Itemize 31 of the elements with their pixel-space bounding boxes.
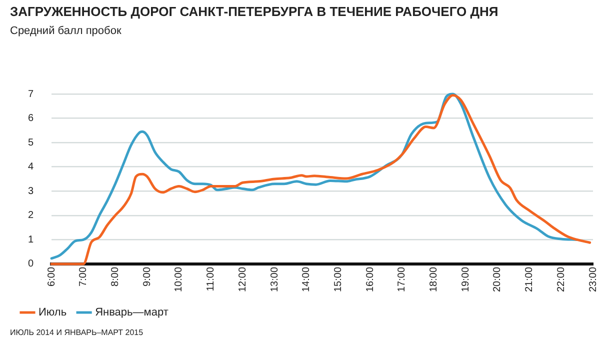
y-tick-label: 5 — [28, 137, 34, 148]
y-tick-label: 2 — [28, 210, 34, 222]
chart-title: ЗАГРУЖЕННОСТЬ ДОРОГ САНКТ-ПЕТЕРБУРГА В ТЕЧЕНИЕ РАБОЧЕГО ДНЯ — [10, 4, 498, 19]
x-tick-label: 9:00 — [142, 266, 153, 286]
y-tick-label: 0 — [28, 258, 34, 270]
x-tick-label: 17:00 — [396, 266, 408, 292]
y-axis-title: Средний балл пробок — [10, 25, 122, 37]
x-tick-label: 20:00 — [492, 266, 504, 292]
text: ИЮЛЬ 2014 И ЯНВАРЬ–МАРТ 2015 — [10, 328, 144, 337]
legend-label: Январь—март — [95, 306, 168, 319]
x-tick-label: 11:00 — [206, 266, 217, 292]
y-tick-label: 3 — [28, 186, 34, 197]
x-tick-label: 15:00 — [332, 266, 344, 292]
x-tick-label: 22:00 — [556, 266, 567, 292]
x-tick-label: 10:00 — [174, 266, 185, 292]
x-tick-label: 21:00 — [524, 266, 536, 292]
y-tick-label: 6 — [28, 113, 34, 124]
x-tick-label: 23:00 — [588, 266, 599, 292]
x-tick-label: 19:00 — [460, 266, 472, 292]
legend-label: Июль — [38, 306, 67, 319]
x-tick-label: 12:00 — [237, 266, 248, 292]
x-tick-label: 13:00 — [269, 266, 280, 292]
x-tick-label: 14:00 — [301, 266, 312, 292]
y-tick-label: 7 — [28, 88, 34, 100]
x-tick-label: 8:00 — [110, 266, 122, 286]
x-tick-label: 18:00 — [428, 266, 440, 292]
x-tick-label: 16:00 — [364, 266, 376, 292]
x-tick-label: 6:00 — [46, 266, 58, 286]
y-tick-label: 1 — [28, 234, 34, 246]
x-tick-label: 7:00 — [78, 266, 90, 286]
y-tick-label: 4 — [28, 162, 34, 173]
